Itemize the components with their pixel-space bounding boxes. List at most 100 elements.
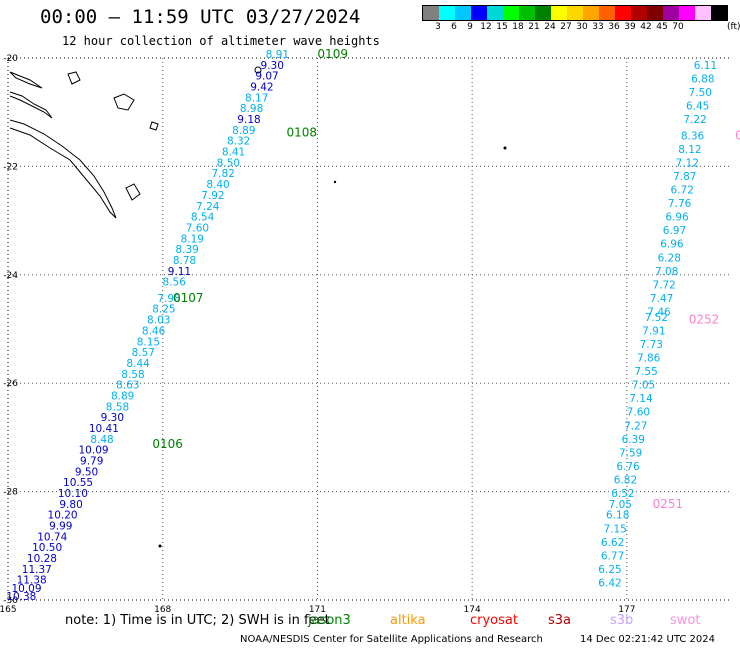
map-subtitle: 12 hour collection of altimeter wave hei…	[62, 34, 380, 48]
wave-height-value: 8.78	[173, 255, 196, 267]
satellite-legend-item: swot	[670, 613, 701, 628]
legend-tick: 70	[672, 22, 684, 32]
legend-swatch	[471, 6, 487, 20]
footer-note: note: 1) Time is in UTC; 2) SWH is in fe…	[65, 613, 330, 628]
wave-height-value: 8.39	[175, 244, 198, 256]
wave-height-value: 7.73	[640, 339, 663, 351]
wave-height-value: 8.03	[147, 315, 170, 327]
wave-height-value: 7.27	[624, 420, 647, 432]
wave-height-value: 10.10	[58, 488, 88, 500]
wave-height-value: 6.18	[606, 510, 629, 522]
wave-height-value: 6.97	[663, 225, 686, 237]
wave-height-value: 6.39	[622, 434, 645, 446]
wave-height-value: 6.42	[598, 577, 621, 589]
wave-height-value: 7.05	[632, 380, 655, 392]
pass-time-label: 0107	[173, 291, 204, 305]
wave-height-value: 7.82	[212, 168, 235, 180]
wave-height-value: 10.09	[79, 445, 109, 457]
map-title: 00:00 – 11:59 UTC 03/27/2024	[40, 6, 361, 28]
pass-time-label: 0251	[653, 497, 684, 511]
pass-time-label: 0106	[152, 437, 183, 451]
wave-height-value: 7.72	[652, 279, 675, 291]
wave-height-value: 6.76	[616, 461, 640, 473]
wave-height-value: 10.50	[32, 542, 62, 554]
wave-height-value: 7.60	[186, 222, 209, 234]
wave-height-value: 9.80	[59, 499, 82, 511]
wave-height-value: 8.41	[222, 147, 245, 159]
belep-islands-outline	[9, 71, 43, 89]
wave-height-value: 6.52	[611, 488, 634, 500]
wave-height-value: 7.24	[196, 201, 220, 213]
wave-height-value: 6.77	[601, 550, 624, 562]
wave-height-value: 7.14	[629, 393, 653, 405]
map-axes: 165 168 171 174 177 -20 -22 -24 -26 -28 -30	[0, 54, 730, 615]
wave-height-value: 7.98	[157, 293, 180, 305]
wave-height-value: 11.37	[22, 564, 52, 576]
latitude-label: -26	[3, 379, 18, 389]
legend-swatch	[695, 6, 711, 20]
island-dot	[158, 544, 162, 548]
pass-time-label: 0109	[317, 47, 348, 61]
legend-swatch	[615, 6, 631, 20]
wave-height-value: 8.44	[126, 358, 150, 370]
wave-height-value: 9.18	[237, 114, 260, 126]
legend-swatch	[519, 6, 535, 20]
legend-swatch	[535, 6, 551, 20]
wave-height-value: 8.17	[245, 92, 268, 104]
wave-height-value: 10.09	[11, 583, 41, 595]
wave-height-value: 8.57	[132, 347, 155, 359]
wave-height-value: 8.36	[681, 130, 705, 142]
wave-height-value: 9.79	[80, 456, 103, 468]
wave-height-value: 7.08	[655, 266, 678, 278]
legend-swatch	[663, 6, 679, 20]
altimeter-tracks: 8.919.309.079.428.178.989.188.898.328.41…	[6, 47, 740, 603]
wave-height-value: 8.91	[266, 49, 289, 61]
wave-height-value: 9.99	[49, 521, 72, 533]
wave-height-value: 7.46	[647, 306, 671, 318]
wave-height-value: 7.05	[609, 499, 632, 511]
legend-tick: 36	[608, 22, 620, 32]
legend-tick: 24	[544, 22, 556, 32]
color-legend: 3 6 9 12 15 18 21 24 27 30 33 36 39 42 45 70 (ft)	[422, 5, 740, 32]
wave-height-value: 8.98	[240, 103, 263, 115]
map-frame	[7, 57, 730, 601]
legend-swatch	[631, 6, 647, 20]
legend-swatch	[583, 6, 599, 20]
wave-height-value: 7.91	[642, 325, 665, 337]
legend-swatch	[599, 6, 615, 20]
wave-height-value: 6.88	[691, 73, 714, 85]
legend-tick: 42	[640, 22, 652, 32]
latitude-label: -20	[3, 54, 18, 64]
legend-swatch	[711, 6, 727, 20]
wave-height-value: 9.30	[101, 412, 124, 424]
satellite-legend-item: altika	[390, 613, 426, 628]
wave-height-value: 10.28	[27, 553, 57, 565]
legend-swatch	[455, 6, 471, 20]
legend-tick: 33	[592, 22, 604, 32]
legend-swatch	[567, 6, 583, 20]
generation-timestamp: 14 Dec 02:21:42 UTC 2024	[580, 634, 715, 645]
wave-height-value: 8.40	[206, 179, 229, 191]
wave-height-value: 7.47	[650, 293, 673, 305]
legend-tick: 21	[528, 22, 540, 32]
wave-height-value: 9.30	[261, 60, 284, 72]
longitude-label: 171	[309, 605, 326, 615]
island-outline	[254, 66, 262, 74]
wave-height-value: 7.15	[603, 523, 626, 535]
legend-swatch	[647, 6, 663, 20]
wave-height-value: 6.45	[686, 100, 709, 112]
legend-tick: 6	[451, 22, 457, 32]
island-outline	[113, 93, 135, 111]
legend-tick: 9	[467, 22, 473, 32]
wave-height-value: 8.12	[678, 144, 701, 156]
pass-time-label: 0252	[689, 313, 720, 327]
wave-height-value: 10.74	[37, 531, 67, 543]
wave-height-value: 7.60	[627, 407, 650, 419]
legend-tick: 39	[624, 22, 636, 32]
wave-height-value: 8.54	[191, 212, 215, 224]
legend-ticks: 3 6 9 12 15 18 21 24 27 30 33 36 39 42 45 70	[422, 22, 740, 34]
legend-swatch	[551, 6, 567, 20]
wave-height-value: 6.25	[598, 564, 621, 576]
satellite-legend-item: jason3	[308, 613, 351, 628]
wave-height-value: 8.89	[111, 390, 134, 402]
